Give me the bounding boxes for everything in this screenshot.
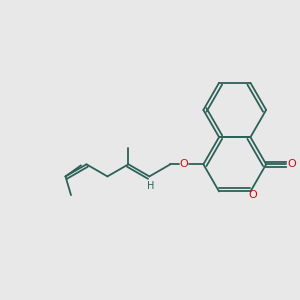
Text: O: O (248, 190, 257, 200)
Text: O: O (180, 159, 188, 169)
Text: H: H (147, 181, 155, 191)
Text: O: O (288, 159, 296, 169)
